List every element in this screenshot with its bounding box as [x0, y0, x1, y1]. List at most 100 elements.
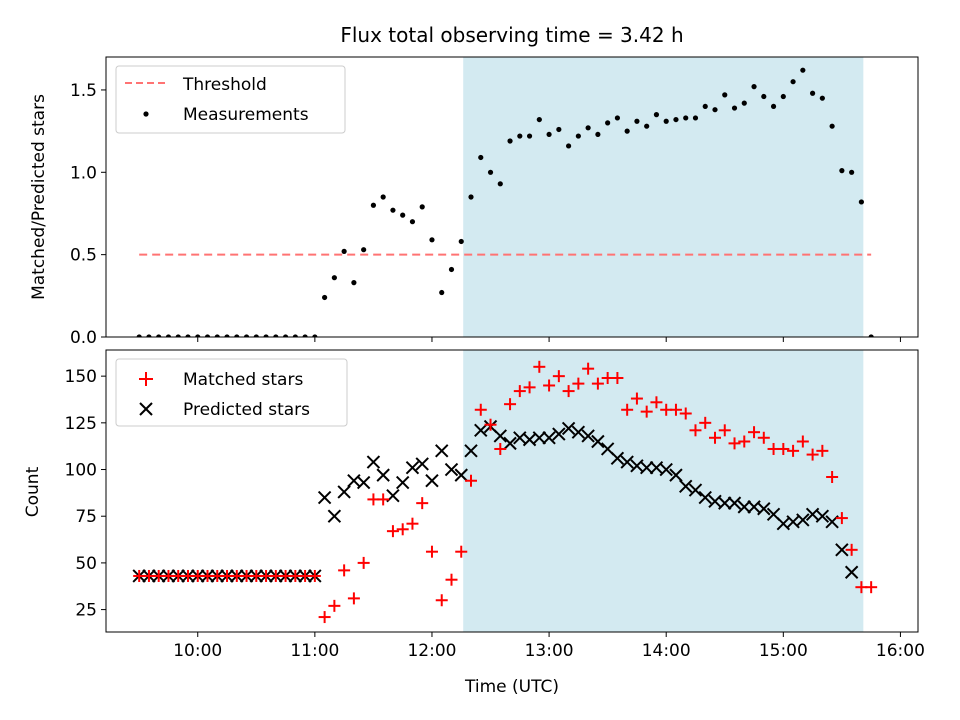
chart-title: Flux total observing time = 3.42 h [340, 23, 683, 47]
bottom-y-ticks: 25 50 75 100 125 150 [65, 367, 106, 621]
matched-star-marker [669, 403, 682, 416]
legend-predicted-swatch [139, 402, 153, 416]
top-observing-window [463, 57, 864, 337]
measurement-point [370, 202, 377, 208]
measurement-point [322, 294, 328, 301]
matched-star-marker [572, 377, 585, 390]
measurement-point [644, 123, 650, 129]
measurement-point [224, 334, 230, 337]
bottom-legend: Matched stars Predicted stars [115, 358, 348, 427]
matched-star-marker [425, 545, 438, 558]
matched-star-marker [865, 581, 878, 594]
matched-star-marker [416, 497, 429, 510]
matched-star-marker [465, 474, 478, 487]
predicted-star-marker [435, 444, 449, 458]
bottom-x-ticks: 10:00 11:00 12:00 13:00 14:00 15:00 16:00 [173, 632, 925, 661]
predicted-star-marker [727, 496, 742, 510]
matched-star-marker [689, 424, 702, 437]
measurement-point [302, 334, 308, 337]
predicted-star-marker [366, 455, 381, 469]
predicted-star-marker [444, 462, 459, 477]
matched-star-marker [787, 444, 800, 457]
y-tick-label: 0.5 [70, 246, 97, 266]
matched-star-marker [455, 545, 468, 558]
top-panel: 0.0 0.5 1.0 1.5 Matched/Predicted stars Thr… [29, 56, 919, 348]
matched-star-marker [562, 385, 575, 398]
matched-star-marker [621, 403, 634, 416]
predicted-star-marker [337, 485, 351, 499]
predicted-star-marker [620, 455, 634, 469]
matched-star-marker [738, 435, 751, 448]
measurement-point [839, 168, 845, 174]
matched-star-marker [582, 362, 595, 375]
top-x-ticks [197, 337, 901, 342]
top-axes-frame [105, 56, 919, 338]
bottom-observing-window [463, 350, 864, 632]
matched-star-marker [748, 426, 761, 439]
y-tick-label: 150 [65, 367, 97, 387]
measurement-point [351, 280, 357, 286]
y-tick-label: 0.0 [70, 328, 97, 348]
measurement-point [526, 133, 533, 139]
measurement-point [605, 120, 611, 126]
predicted-star-marker [591, 434, 605, 449]
matched-star-marker [816, 444, 829, 457]
matched-star-marker [318, 611, 331, 624]
predicted-star-marker [405, 460, 420, 475]
predicted-star-marker [659, 462, 673, 477]
measurement-point [175, 334, 181, 337]
matched-star-marker [504, 398, 517, 411]
predicted-star-marker [464, 444, 478, 458]
predicted-star-marker [581, 429, 595, 443]
measurement-point [234, 334, 240, 337]
measurement-point [419, 204, 425, 210]
matched-star-marker [835, 512, 848, 525]
measurement-point [741, 100, 747, 106]
matched-star-marker [523, 381, 536, 394]
x-tick-label: 14:00 [642, 641, 691, 661]
predicted-star-marker [552, 427, 566, 441]
measurement-point [800, 67, 806, 73]
y-tick-label: 1.5 [70, 81, 97, 101]
bottom-y-axis-label: Count [23, 466, 43, 517]
measurement-point [497, 181, 503, 187]
matched-star-marker [806, 448, 819, 461]
predicted-star-marker [610, 451, 625, 466]
measurement-point [829, 123, 835, 129]
measurement-point [400, 212, 406, 218]
matched-star-marker [377, 493, 390, 506]
measurement-point [214, 334, 220, 337]
measurement-point [546, 131, 552, 138]
measurement-point [312, 334, 318, 337]
predicted-star-marker [835, 543, 849, 557]
measurement-point [409, 219, 416, 225]
matched-star-marker [845, 543, 858, 556]
measurement-point [273, 334, 279, 337]
measurement-point [556, 126, 562, 133]
x-tick-label: 10:00 [173, 641, 222, 661]
measurement-point [790, 79, 796, 85]
bottom-axes-frame [105, 349, 919, 633]
measurement-point [614, 115, 621, 121]
measurement-point [751, 84, 757, 90]
x-tick-label: 12:00 [407, 641, 456, 661]
measurement-point [849, 169, 855, 175]
bottom-panel: 25 50 75 100 125 150 10:00 11:00 12:00 13:00 14:0… [23, 349, 925, 697]
y-tick-label: 125 [65, 414, 97, 434]
measurement-point [809, 90, 816, 96]
y-tick-label: 75 [75, 507, 97, 527]
matched-star-marker [445, 573, 458, 586]
predicted-star-marker [474, 423, 488, 438]
measurement-point [439, 289, 445, 296]
x-axis-label: Time (UTC) [464, 677, 559, 697]
matched-star-marker [435, 594, 448, 607]
predicted-star-marker [844, 565, 859, 579]
matched-star-marker [757, 431, 770, 444]
measurement-point [185, 334, 191, 337]
measurement-point [146, 334, 152, 337]
predicted-star-marker [532, 431, 547, 445]
measurement-points [136, 67, 874, 337]
measurement-point [380, 194, 386, 200]
measurement-point [585, 125, 591, 131]
